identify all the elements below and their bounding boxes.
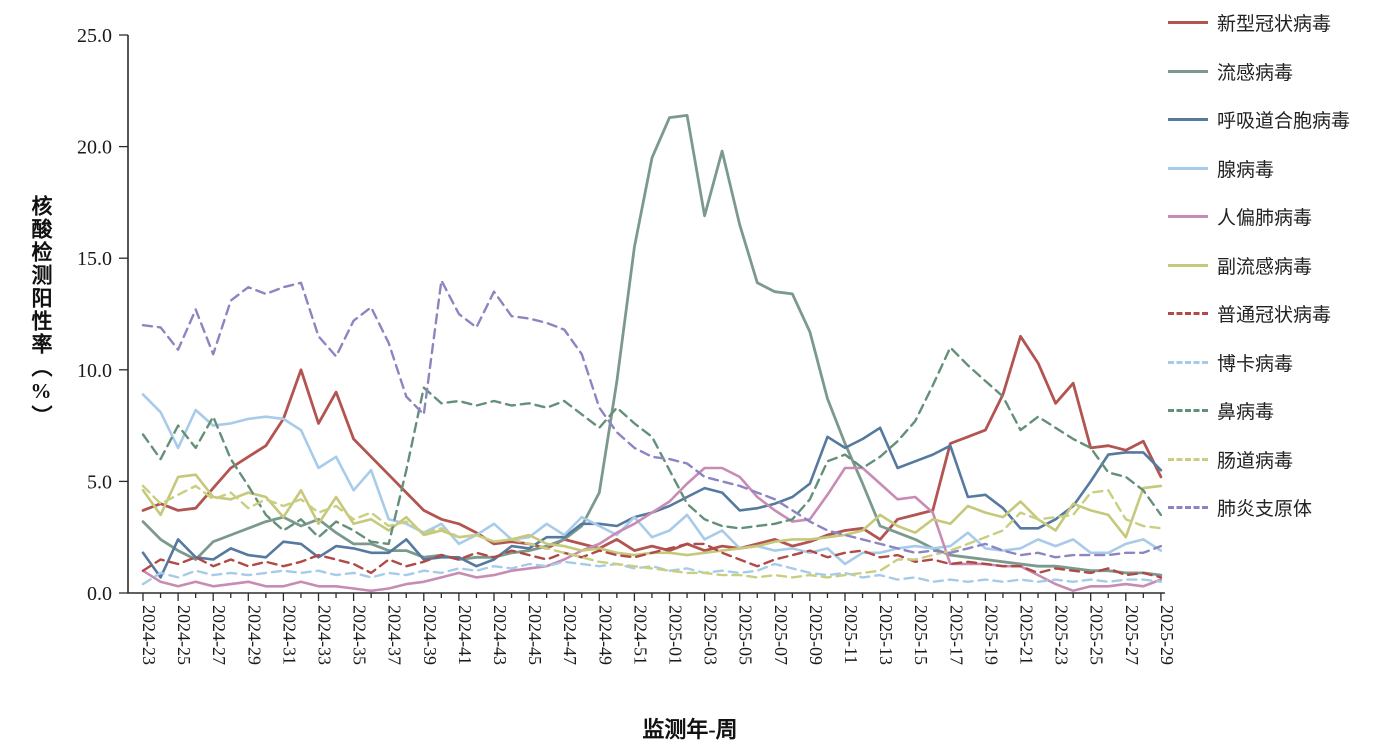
y-tick-label: 0.0 bbox=[87, 583, 112, 605]
axes: 0.0 5.0 10.0 15.0 20.0 25.0 2024-23 2024-25 2024… bbox=[77, 25, 1177, 665]
legend-swatch-line-icon bbox=[1168, 360, 1208, 364]
y-tick-label: 5.0 bbox=[87, 471, 112, 493]
legend-item: 人偏肺病毒 bbox=[1168, 202, 1372, 231]
y-tick-label: 20.0 bbox=[77, 137, 112, 159]
axis-frame bbox=[127, 35, 1165, 594]
legend-swatch-line-icon bbox=[1168, 215, 1208, 218]
legend-label: 鼻病毒 bbox=[1217, 402, 1275, 423]
legend-item: 普通冠状病毒 bbox=[1168, 299, 1372, 328]
x-tick-label: 2024-23 bbox=[139, 605, 159, 665]
x-tick-label: 2025-23 bbox=[1052, 605, 1072, 665]
series-lines bbox=[141, 114, 1163, 593]
x-tick-label: 2025-29 bbox=[1157, 605, 1177, 665]
x-tick-label: 2024-47 bbox=[560, 605, 580, 665]
x-tick-label: 2024-25 bbox=[174, 605, 194, 665]
x-tick-label: 2024-51 bbox=[630, 605, 650, 665]
legend-swatch-line-icon bbox=[1168, 263, 1208, 267]
x-tick-label: 2025-15 bbox=[911, 605, 931, 665]
x-tick-label: 2024-49 bbox=[595, 605, 615, 665]
x-tick-label: 2025-09 bbox=[806, 605, 826, 665]
x-tick-label: 2025-07 bbox=[771, 605, 791, 665]
legend-swatch-line-icon bbox=[1168, 312, 1208, 315]
legend-label: 普通冠状病毒 bbox=[1217, 305, 1332, 326]
x-tick-label: 2024-39 bbox=[420, 605, 440, 665]
series-line bbox=[141, 334, 1163, 552]
legend-label: 肠道病毒 bbox=[1217, 450, 1294, 472]
x-tick-label: 2025-27 bbox=[1122, 605, 1142, 665]
legend-item: 副流感病毒 bbox=[1168, 251, 1372, 280]
series-line bbox=[141, 279, 1163, 559]
legend-swatch-line-icon bbox=[1168, 69, 1208, 73]
x-tick-label: 2024-27 bbox=[209, 605, 229, 665]
legend-label: 副流感病毒 bbox=[1217, 256, 1313, 278]
legend: 新型冠状病毒 流感病毒呼吸道合胞病毒 腺病毒人偏肺病毒副流感病毒普通冠状病毒 博卡病毒… bbox=[1168, 8, 1372, 542]
y-tick-label: 25.0 bbox=[77, 25, 112, 47]
x-tick-label: 2024-41 bbox=[455, 605, 475, 665]
x-tick-label: 2024-33 bbox=[315, 605, 335, 665]
legend-swatch-line-icon bbox=[1168, 21, 1208, 24]
x-tick-label: 2025-11 bbox=[841, 605, 861, 664]
x-tick-label: 2024-45 bbox=[525, 605, 545, 665]
legend-item: 新型冠状病毒 bbox=[1168, 8, 1372, 37]
legend-swatch-line-icon bbox=[1168, 118, 1208, 121]
y-tick-label: 10.0 bbox=[77, 360, 112, 382]
legend-item: 流感病毒 bbox=[1168, 57, 1372, 86]
x-tick-label: 2025-17 bbox=[946, 605, 966, 665]
x-axis-title: 监测年-周 bbox=[642, 717, 738, 742]
legend-item: 肠道病毒 bbox=[1168, 445, 1372, 474]
legend-item: 鼻病毒 bbox=[1168, 396, 1372, 425]
x-tick-label: 2024-29 bbox=[244, 605, 264, 665]
legend-label: 肺炎支原体 bbox=[1217, 499, 1313, 520]
series-line bbox=[141, 393, 1163, 566]
x-tick-label: 2025-21 bbox=[1017, 605, 1037, 665]
legend-item: 呼吸道合胞病毒 bbox=[1168, 105, 1372, 134]
x-tick-label: 2024-43 bbox=[490, 605, 510, 665]
legend-swatch-line-icon bbox=[1168, 506, 1208, 509]
x-tick-label: 2025-03 bbox=[701, 605, 721, 665]
x-tick-label: 2024-35 bbox=[350, 605, 370, 665]
legend-label: 新型冠状病毒 bbox=[1217, 14, 1332, 35]
x-tick-label: 2025-01 bbox=[666, 605, 686, 665]
legend-label: 人偏肺病毒 bbox=[1217, 208, 1313, 229]
legend-label: 腺病毒 bbox=[1217, 159, 1275, 181]
x-tick-label: 2025-19 bbox=[981, 605, 1001, 665]
x-tick-label: 2025-05 bbox=[736, 605, 756, 665]
series-line bbox=[141, 484, 1163, 579]
legend-swatch-line-icon bbox=[1168, 166, 1208, 170]
legend-item: 博卡病毒 bbox=[1168, 348, 1372, 377]
y-axis-title: 核酸检测阳性率（%） bbox=[29, 195, 53, 428]
x-tick-label: 2024-31 bbox=[279, 605, 299, 665]
legend-item: 肺炎支原体 bbox=[1168, 493, 1372, 522]
x-tick-label: 2024-37 bbox=[385, 605, 405, 665]
legend-item: 腺病毒 bbox=[1168, 154, 1372, 183]
legend-label: 流感病毒 bbox=[1217, 62, 1294, 84]
series-line bbox=[141, 346, 1163, 546]
legend-label: 呼吸道合胞病毒 bbox=[1217, 111, 1351, 132]
legend-swatch-line-icon bbox=[1168, 409, 1208, 412]
x-tick-label: 2025-13 bbox=[876, 605, 896, 665]
series-line bbox=[141, 542, 1163, 579]
legend-swatch-line-icon bbox=[1168, 457, 1208, 461]
series-line bbox=[141, 426, 1163, 579]
y-tick-label: 15.0 bbox=[77, 248, 112, 270]
legend-label: 博卡病毒 bbox=[1217, 353, 1294, 375]
series-line bbox=[141, 114, 1163, 577]
x-tick-label: 2025-25 bbox=[1087, 605, 1107, 665]
